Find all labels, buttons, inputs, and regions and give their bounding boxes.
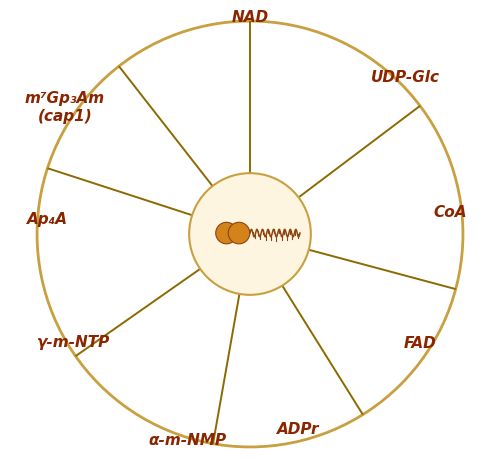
Text: α-m-NMP: α-m-NMP bbox=[148, 433, 226, 448]
Text: CoA: CoA bbox=[433, 205, 467, 220]
Text: ADPr: ADPr bbox=[277, 422, 320, 437]
Circle shape bbox=[37, 21, 463, 447]
Text: UDP-Glc: UDP-Glc bbox=[370, 70, 440, 85]
Circle shape bbox=[216, 222, 238, 244]
Circle shape bbox=[189, 173, 311, 295]
Text: Ap₄A: Ap₄A bbox=[27, 212, 68, 227]
Text: FAD: FAD bbox=[404, 336, 436, 351]
Circle shape bbox=[228, 222, 250, 244]
Text: γ-m-NTP: γ-m-NTP bbox=[38, 335, 111, 350]
Text: NAD: NAD bbox=[232, 10, 268, 25]
Text: m⁷Gp₃Am
(cap1): m⁷Gp₃Am (cap1) bbox=[25, 91, 105, 124]
